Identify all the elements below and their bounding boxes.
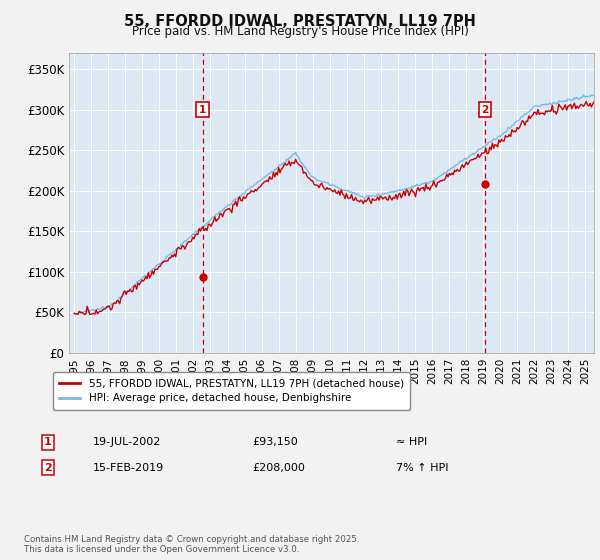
Text: 55, FFORDD IDWAL, PRESTATYN, LL19 7PH: 55, FFORDD IDWAL, PRESTATYN, LL19 7PH (124, 14, 476, 29)
Text: Price paid vs. HM Land Registry's House Price Index (HPI): Price paid vs. HM Land Registry's House … (131, 25, 469, 38)
Text: Contains HM Land Registry data © Crown copyright and database right 2025.
This d: Contains HM Land Registry data © Crown c… (24, 535, 359, 554)
Text: 15-FEB-2019: 15-FEB-2019 (93, 463, 164, 473)
Text: £208,000: £208,000 (252, 463, 305, 473)
Text: ≈ HPI: ≈ HPI (396, 437, 427, 447)
Text: 1: 1 (44, 437, 52, 447)
Legend: 55, FFORDD IDWAL, PRESTATYN, LL19 7PH (detached house), HPI: Average price, deta: 55, FFORDD IDWAL, PRESTATYN, LL19 7PH (d… (53, 372, 410, 410)
Text: 2: 2 (482, 105, 489, 115)
Text: 7% ↑ HPI: 7% ↑ HPI (396, 463, 449, 473)
Text: 1: 1 (199, 105, 206, 115)
Text: 2: 2 (44, 463, 52, 473)
Text: 19-JUL-2002: 19-JUL-2002 (93, 437, 161, 447)
Text: £93,150: £93,150 (252, 437, 298, 447)
